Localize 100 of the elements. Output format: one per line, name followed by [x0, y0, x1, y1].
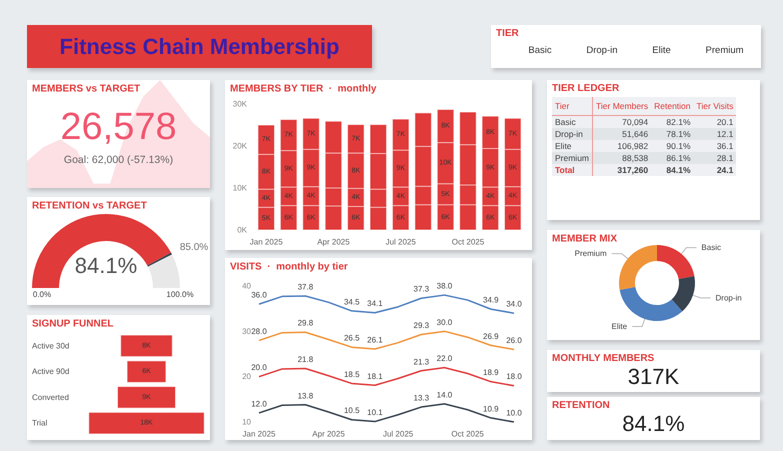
- data-label: 70,094: [592, 116, 652, 128]
- text: 84.1%: [74, 253, 138, 279]
- data-label: 88,538: [592, 152, 652, 164]
- annotation: Goal: 62,000 (-57.13%): [62, 154, 174, 166]
- x-tick-label: Apr 2025: [317, 238, 350, 246]
- text: Elite: [652, 45, 671, 56]
- x-tick-label: Oct 2025: [451, 430, 484, 438]
- data-label: 26.5: [344, 334, 360, 343]
- data-label: 24.1: [694, 164, 736, 176]
- slice-label: Basic: [701, 243, 721, 252]
- category-label: Total: [552, 164, 593, 176]
- data-label: 86.1%: [651, 152, 694, 164]
- data-label: 36.0: [251, 290, 268, 300]
- x-tick-label: Jul 2025: [382, 430, 414, 438]
- chart-title: MEMBERS BY TIER · monthly: [230, 84, 377, 94]
- x-tick-label: Jul 2025: [386, 238, 416, 246]
- data-label: 36.1: [694, 140, 736, 152]
- data-label: 12.1: [694, 128, 736, 140]
- data-label: 34.1: [367, 299, 384, 308]
- data-label: 26.0: [506, 336, 522, 345]
- y-tick-label: 0K: [237, 226, 248, 234]
- data-label: 18.0: [506, 372, 522, 382]
- text: 0.0%: [32, 290, 52, 299]
- data-label: 78.1%: [651, 128, 694, 140]
- category-label: Active 30d: [32, 341, 70, 350]
- data-label: 34.0: [506, 300, 522, 309]
- text: TIER LEDGER: [552, 83, 620, 94]
- chart-title: VISITS · monthly by tier: [230, 262, 348, 272]
- data-label: 34.5: [344, 297, 360, 306]
- text: TIER: [496, 28, 519, 39]
- text: MONTHLY MEMBERS: [552, 353, 654, 364]
- y-tick-label: 40: [242, 282, 252, 290]
- data-label: 10.9: [483, 404, 500, 414]
- data-label: 13.8: [298, 391, 314, 400]
- slice-label: Premium: [574, 249, 607, 258]
- text: Tier: [552, 97, 593, 116]
- data-label: 28.0: [251, 326, 268, 336]
- y-tick-label: 10K: [232, 184, 248, 192]
- data-label: 20.1: [694, 116, 736, 128]
- x-tick-label: Oct 2025: [452, 238, 485, 246]
- text: 85.0%: [178, 242, 210, 253]
- y-tick-label: 20K: [232, 142, 248, 150]
- annotation: 26,578: [59, 106, 178, 149]
- data-label: 18.9: [483, 368, 500, 378]
- x-tick-label: Apr 2025: [312, 430, 346, 438]
- data-label: 20.0: [251, 363, 268, 372]
- data-label: 12.0: [251, 399, 268, 408]
- data-label: 10.0: [506, 408, 522, 418]
- series-label: Tier Members: [592, 97, 652, 116]
- text: Basic: [528, 45, 552, 56]
- data-label: 38.0: [436, 282, 453, 291]
- text: 100.0%: [165, 290, 195, 299]
- data-label: 21.8: [298, 355, 314, 364]
- text: RETENTION: [552, 400, 610, 411]
- y-tick-label: 30K: [232, 100, 248, 108]
- series-label: Retention: [651, 97, 694, 116]
- text: 317K: [626, 364, 680, 390]
- data-label: 37.3: [413, 284, 430, 294]
- category-label: Drop-in: [552, 128, 593, 140]
- category-label: Elite: [552, 140, 593, 152]
- data-label: 30.0: [436, 318, 453, 327]
- category-label: Active 90d: [32, 367, 70, 376]
- data-label: 82.1%: [651, 116, 694, 128]
- category-label: Trial: [32, 418, 48, 428]
- text: Drop-in: [586, 45, 618, 56]
- chart-title: MEMBERS vs TARGET: [32, 84, 140, 94]
- text: 84.1%: [621, 411, 686, 437]
- data-label: 18.1: [367, 372, 384, 381]
- category-label: Premium: [552, 152, 593, 164]
- category-label: Basic: [552, 116, 593, 128]
- y-tick-label: 10: [242, 418, 252, 426]
- text: Fitness Chain Membership: [27, 25, 372, 68]
- data-label: 106,982: [592, 140, 652, 152]
- data-label: 14.0: [436, 390, 453, 400]
- data-label: 13.3: [413, 394, 430, 403]
- data-label: 84.1%: [651, 164, 694, 176]
- chart-title: MEMBER MIX: [552, 234, 618, 244]
- data-label: 22.0: [436, 354, 453, 364]
- data-label: 317,260: [592, 164, 652, 176]
- data-label: 37.8: [298, 282, 314, 292]
- slice-label: Drop-in: [716, 293, 742, 302]
- chart-title: RETENTION vs TARGET: [32, 200, 147, 212]
- text: SIGNUP FUNNEL: [32, 318, 114, 330]
- y-tick-label: 30: [242, 326, 252, 336]
- data-label: 10.5: [344, 406, 360, 416]
- data-label: 18.5: [344, 370, 360, 379]
- category-label: Converted: [32, 392, 69, 402]
- data-label: 26.9: [483, 332, 500, 341]
- series-label: Tier Visits: [694, 97, 736, 116]
- data-label: 21.3: [413, 357, 430, 366]
- data-label: 28.1: [694, 152, 736, 164]
- text: Premium: [706, 45, 744, 56]
- data-label: 90.1%: [651, 140, 694, 152]
- data-label: 26.1: [367, 336, 384, 345]
- data-label: 10.1: [367, 408, 384, 418]
- data-label: 51,646: [592, 128, 652, 140]
- data-label: 29.8: [298, 318, 314, 328]
- data-label: 29.3: [413, 321, 430, 330]
- slice-label: Elite: [612, 322, 628, 332]
- data-label: 34.9: [483, 296, 500, 305]
